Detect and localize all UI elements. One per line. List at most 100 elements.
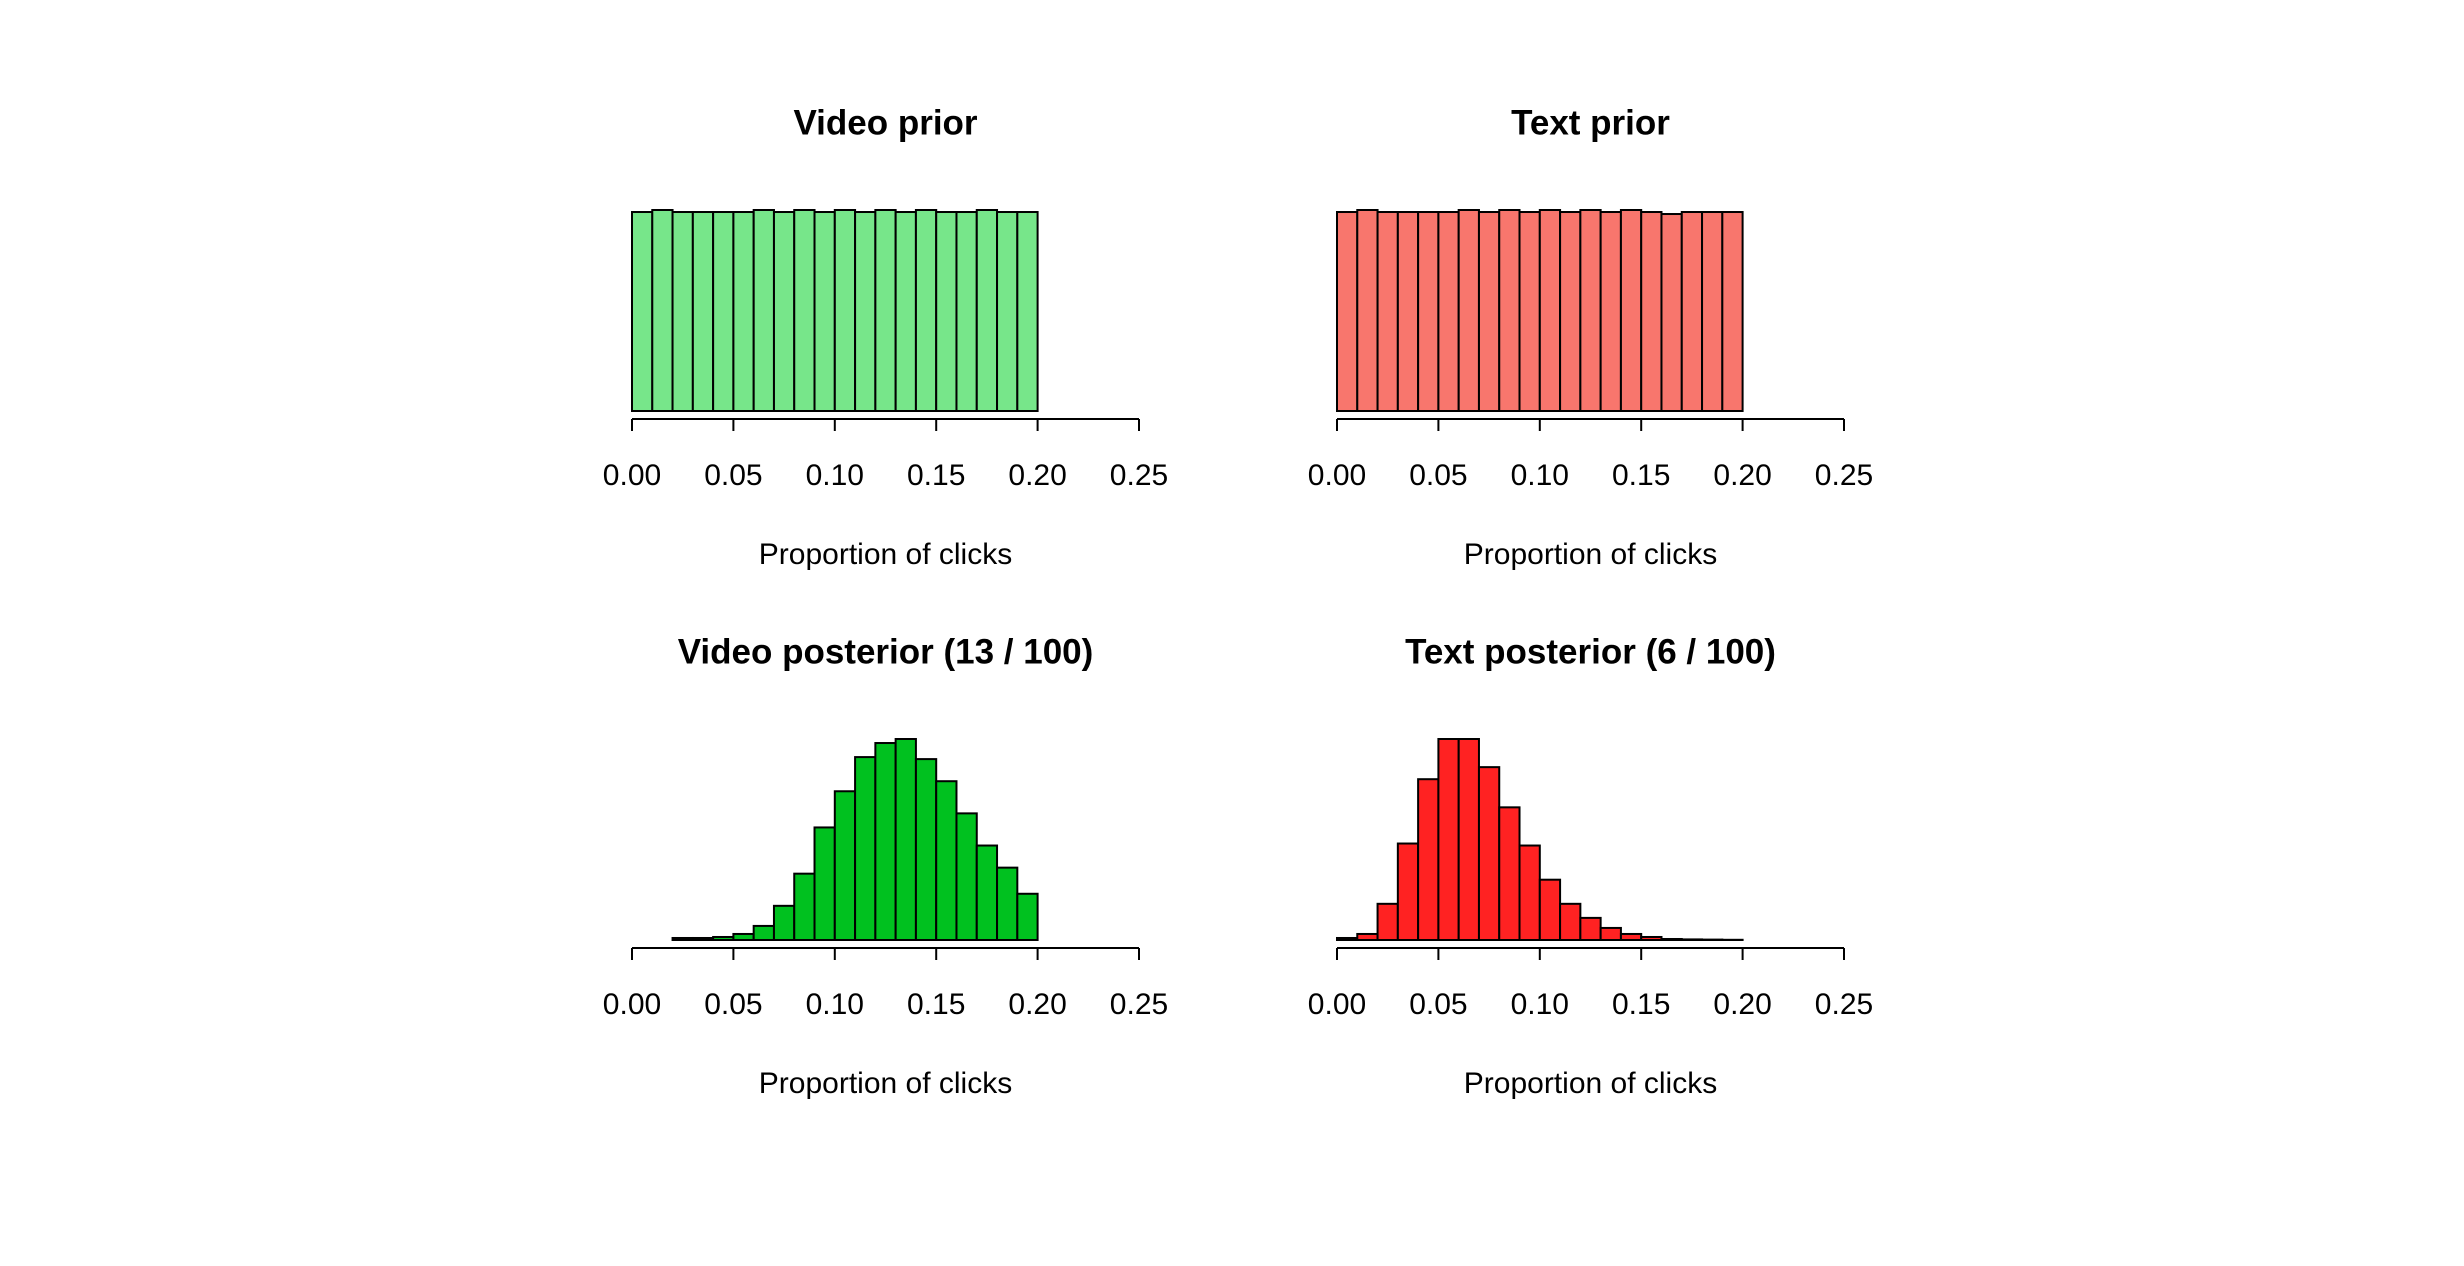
bar: [1396, 842, 1420, 942]
bar: [935, 211, 958, 412]
bar: [1016, 892, 1039, 942]
x-axis-label: Proportion of clicks: [1464, 1067, 1717, 1100]
x-tick-label: 0.10: [1511, 459, 1569, 492]
bar: [1336, 211, 1359, 412]
bar: [1376, 902, 1399, 942]
bar: [1417, 211, 1440, 412]
bar: [1680, 211, 1704, 412]
bar: [712, 211, 735, 412]
x-tick-label: 0.10: [1511, 988, 1569, 1021]
bar: [1640, 935, 1663, 941]
bar: [631, 211, 654, 412]
bar: [1559, 902, 1582, 942]
bar: [651, 209, 674, 412]
x-tick-label: 0.20: [1008, 988, 1066, 1021]
bar: [1437, 738, 1460, 941]
x-tick-label: 0.25: [1815, 988, 1873, 1021]
bar: [1538, 878, 1562, 942]
x-tick-label: 0.15: [907, 988, 965, 1021]
x-tick-label: 0.15: [1612, 459, 1670, 492]
x-axis-label: Proportion of clicks: [759, 1067, 1012, 1100]
bar: [1619, 932, 1643, 941]
x-tick-label: 0.25: [1815, 459, 1873, 492]
x-axis-label: Proportion of clicks: [759, 538, 1012, 571]
bar: [691, 211, 715, 412]
bar: [813, 211, 836, 412]
bar: [1356, 209, 1379, 412]
bar: [1599, 926, 1622, 942]
bar: [752, 924, 775, 941]
x-tick-label: 0.05: [1409, 459, 1467, 492]
x-tick-label: 0.15: [907, 459, 965, 492]
bar: [1437, 211, 1460, 412]
x-tick-label: 0.10: [806, 988, 864, 1021]
bar: [874, 209, 897, 412]
bar: [1396, 211, 1420, 412]
bar: [1498, 806, 1521, 942]
chart-title: Video posterior (13 / 100): [678, 632, 1094, 671]
bar: [1660, 937, 1683, 941]
bar: [1701, 211, 1724, 412]
bar: [1336, 936, 1359, 941]
bar: [1477, 766, 1501, 942]
x-tick-label: 0.00: [1308, 988, 1366, 1021]
bar: [1680, 938, 1704, 941]
bar: [793, 872, 816, 941]
x-tick-label: 0.25: [1110, 459, 1168, 492]
bar: [1518, 211, 1541, 412]
bar: [894, 738, 917, 941]
x-tick-label: 0.15: [1612, 988, 1670, 1021]
bar: [833, 209, 857, 412]
bar: [854, 756, 877, 942]
bar: [1356, 932, 1379, 941]
bar: [1721, 211, 1744, 412]
bar: [935, 780, 958, 942]
x-tick-label: 0.00: [603, 459, 661, 492]
bar: [732, 932, 755, 941]
bar: [1538, 209, 1562, 412]
bar: [833, 790, 857, 942]
bar: [955, 211, 978, 412]
bar: [1477, 211, 1501, 412]
bar: [752, 209, 775, 412]
bar: [996, 211, 1019, 412]
x-tick-label: 0.05: [704, 459, 762, 492]
bar: [1660, 213, 1683, 412]
x-tick-label: 0.00: [1308, 459, 1366, 492]
bar: [874, 742, 897, 942]
x-tick-label: 0.25: [1110, 988, 1168, 1021]
bar: [1559, 211, 1582, 412]
bar: [1457, 738, 1480, 941]
bar: [732, 211, 755, 412]
x-tick-label: 0.05: [704, 988, 762, 1021]
bar: [1579, 916, 1602, 942]
bar: [671, 211, 694, 412]
bar: [1016, 211, 1039, 412]
bar: [975, 844, 999, 942]
bar: [712, 935, 735, 941]
bar: [894, 211, 917, 412]
bar: [671, 936, 694, 941]
bar: [854, 211, 877, 412]
bar: [1619, 209, 1643, 412]
bar: [1640, 211, 1663, 412]
x-tick-label: 0.05: [1409, 988, 1467, 1021]
bar: [772, 904, 796, 942]
bar: [975, 209, 999, 412]
chart-title: Text posterior (6 / 100): [1405, 632, 1776, 671]
chart-title: Video prior: [793, 103, 977, 142]
x-tick-label: 0.20: [1008, 459, 1066, 492]
bar: [1579, 209, 1602, 412]
bar: [1417, 778, 1440, 942]
bar: [772, 211, 796, 412]
bar: [955, 812, 978, 941]
x-tick-label: 0.20: [1713, 988, 1771, 1021]
bar: [1518, 844, 1541, 942]
bar: [1376, 211, 1399, 412]
chart-title: Text prior: [1511, 103, 1670, 142]
x-tick-label: 0.00: [603, 988, 661, 1021]
x-tick-label: 0.20: [1713, 459, 1771, 492]
x-axis-label: Proportion of clicks: [1464, 538, 1717, 571]
